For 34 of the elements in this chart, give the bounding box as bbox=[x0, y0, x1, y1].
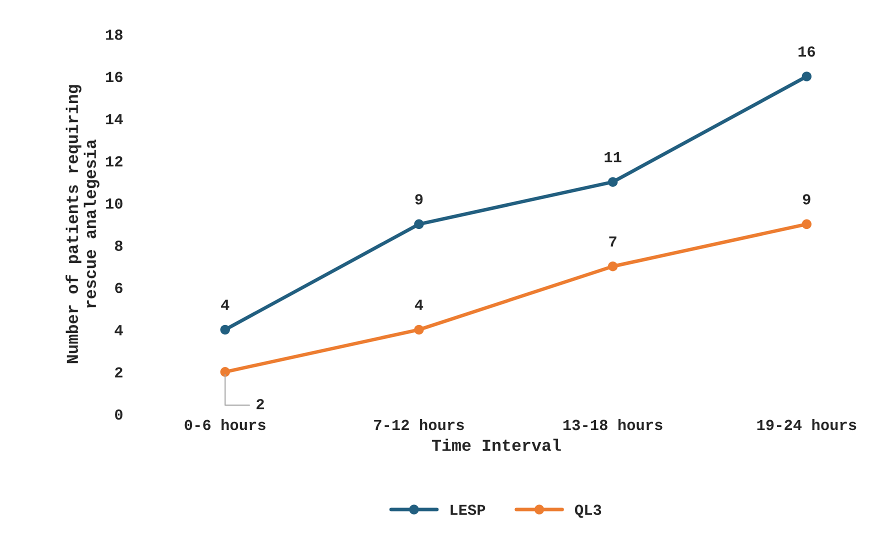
y-tick-label: 2 bbox=[115, 367, 122, 378]
y-tick-label: 16 bbox=[106, 72, 122, 82]
point bbox=[802, 72, 812, 82]
data-label: 7 bbox=[609, 236, 616, 247]
point bbox=[414, 219, 424, 230]
y-tick-label: 4 bbox=[114, 325, 123, 336]
data-label: 4 bbox=[414, 300, 424, 310]
data-label: 11 bbox=[604, 152, 622, 162]
y-tick-label: 6 bbox=[115, 282, 122, 294]
y-tick-label: 18 bbox=[106, 30, 123, 40]
y-tick-label: 14 bbox=[106, 114, 123, 124]
legend-label: LESP bbox=[450, 504, 486, 516]
data-label: 9 bbox=[802, 194, 810, 204]
x-tick-label: 19-24 hours bbox=[757, 418, 856, 430]
y-axis-title: Number of patients requiring rescue analegesia bbox=[66, 85, 100, 364]
x-tick-label: 7-12 hours bbox=[374, 418, 464, 430]
y-tick-label: 12 bbox=[106, 156, 122, 166]
y-tick-label: 0 bbox=[115, 409, 122, 420]
data-label: 4 bbox=[221, 300, 230, 310]
y-tick-label: 10 bbox=[106, 198, 122, 209]
x-tick-label: 0-6 hours bbox=[184, 418, 266, 430]
point bbox=[802, 219, 812, 230]
x-axis-title: Time Interval bbox=[432, 438, 561, 451]
x-tick-label: 13-18 hours bbox=[563, 418, 662, 430]
point bbox=[220, 324, 230, 335]
point bbox=[414, 324, 424, 335]
point bbox=[608, 177, 618, 187]
y-tick-label: 8 bbox=[114, 240, 123, 251]
data-label: 2 bbox=[256, 398, 264, 410]
point bbox=[608, 262, 618, 272]
data-label: 16 bbox=[798, 46, 815, 57]
point bbox=[220, 367, 230, 377]
legend-label: QL3 bbox=[574, 504, 602, 518]
data-label: 9 bbox=[415, 194, 423, 204]
